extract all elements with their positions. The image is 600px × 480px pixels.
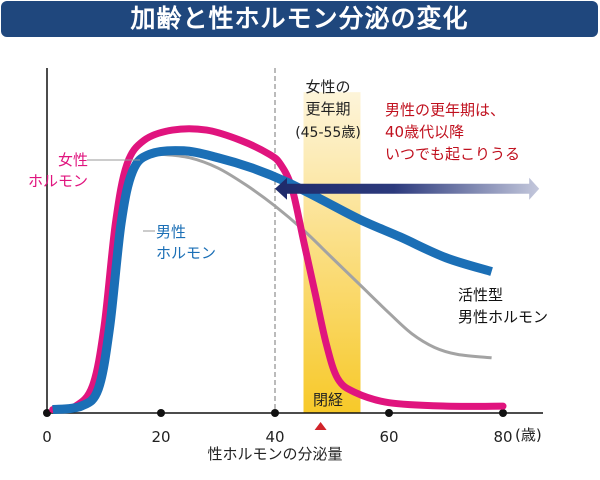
female-menopause-label-2: 更年期 [305,100,350,118]
female-menopause-label-3: (45-55歳) [295,125,361,141]
active-male-label-2: 男性ホルモン [458,308,548,326]
x-axis-label: 性ホルモンの分泌量 [207,445,342,463]
series-active-male-hormone [143,152,492,360]
x-tick-dot [43,409,51,417]
male-hormone-label-2: ホルモン [156,244,216,262]
chart-title: 加齢と性ホルモン分泌の変化 [1,1,598,37]
series-male-hormone [52,146,493,415]
male-hormone-label-1: 男性 [156,223,186,241]
male-andropause-arrow [275,177,540,200]
x-tick-dot [271,409,279,417]
series-female-hormone [49,125,507,414]
x-tick-label: 20 [151,428,170,446]
female-hormone-label-1: 女性 [58,151,88,169]
menopause-label: 閉経 [313,391,343,409]
x-tick-dot [499,409,507,417]
x-tick-label: 40 [265,428,284,446]
male-andropause-label-3: いつでも起こりうる [385,145,520,163]
male-andropause-label-1: 男性の更年期は、 [385,101,505,119]
x-tick-label: 0 [42,428,52,446]
x-tick-label: 80 [493,428,512,446]
menopause-marker [314,422,327,430]
x-unit-label: (歳) [515,426,542,444]
female-menopause-label-1: 女性の [305,78,350,96]
x-tick-dot [157,409,165,417]
x-tick-dot [385,409,393,417]
male-andropause-label-2: 40歳代以降 [385,123,464,141]
female-hormone-label-2: ホルモン [28,172,88,190]
x-tick-label: 60 [379,428,398,446]
active-male-label-1: 活性型 [458,286,503,304]
